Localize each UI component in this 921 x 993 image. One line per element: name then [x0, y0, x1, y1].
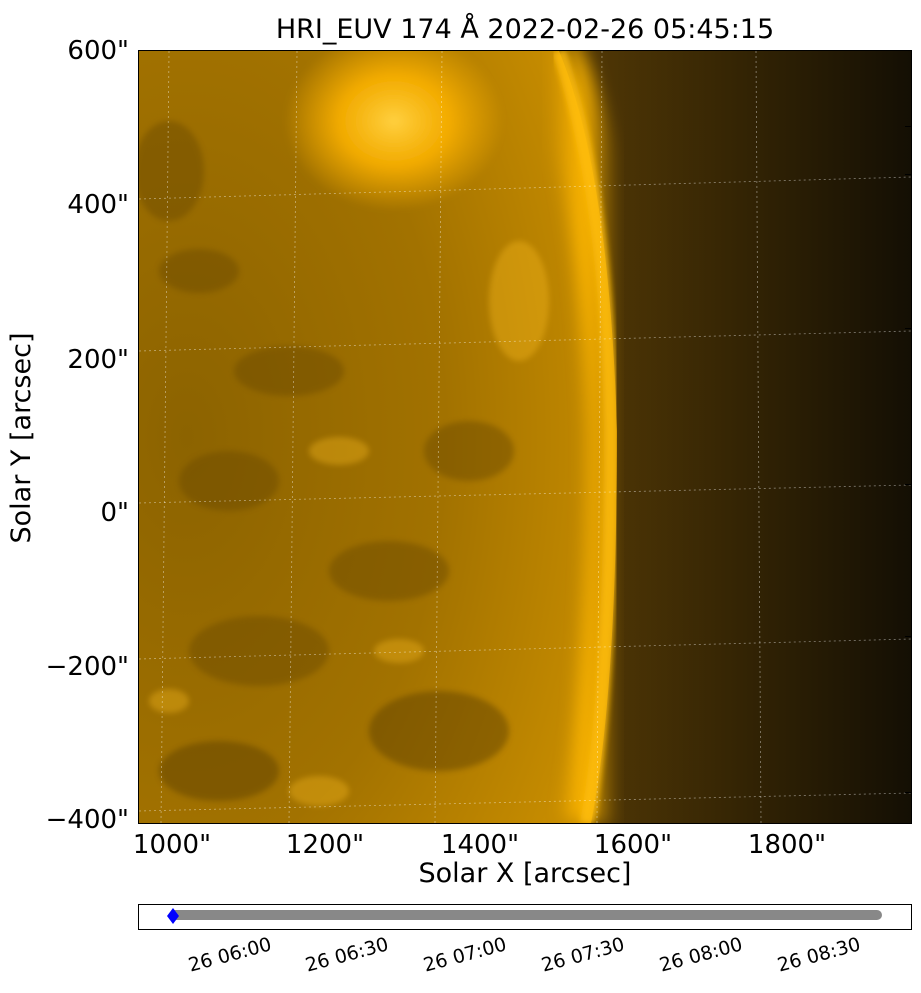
timeline-tick-label: 26 06:30: [303, 933, 391, 977]
timeline-tick-label: 26 06:00: [186, 933, 274, 977]
solar-euv-image: [139, 51, 911, 823]
right-tick: [905, 174, 912, 175]
timeline-tick-label: 26 08:00: [657, 933, 745, 977]
y-tick-label: 200": [67, 345, 129, 375]
x-tick-label: 1000": [132, 830, 212, 860]
timeline-slider[interactable]: [138, 904, 912, 930]
x-tick-label: 1400": [440, 830, 520, 860]
timeline-track: [167, 908, 882, 924]
y-tick-label: −200": [45, 652, 129, 682]
image-title: HRI_EUV 174 Å 2022-02-26 05:45:15: [275, 14, 775, 45]
right-tick: [905, 328, 912, 329]
x-axis-label: Solar X [arcsec]: [418, 858, 632, 889]
y-tick-label: −400": [45, 805, 129, 835]
y-tick-label: 400": [67, 190, 129, 220]
right-tick: [905, 792, 912, 793]
x-tick-label: 1600": [593, 830, 673, 860]
right-tick: [905, 636, 912, 637]
right-tick: [905, 484, 912, 485]
x-tick-label: 1800": [747, 830, 827, 860]
timeline-tick-label: 26 07:30: [539, 933, 627, 977]
right-tick: [905, 126, 912, 127]
solar-image[interactable]: [138, 50, 912, 824]
timeline-tick-label: 26 08:30: [775, 933, 863, 977]
x-tick-label: 1200": [285, 830, 365, 860]
current-frame-marker: [167, 908, 179, 924]
y-axis-label: Solar Y [arcsec]: [6, 332, 37, 544]
y-tick-label: 0": [100, 498, 129, 528]
timeline-tick-label: 26 07:00: [421, 933, 509, 977]
y-tick-label: 600": [67, 36, 129, 66]
